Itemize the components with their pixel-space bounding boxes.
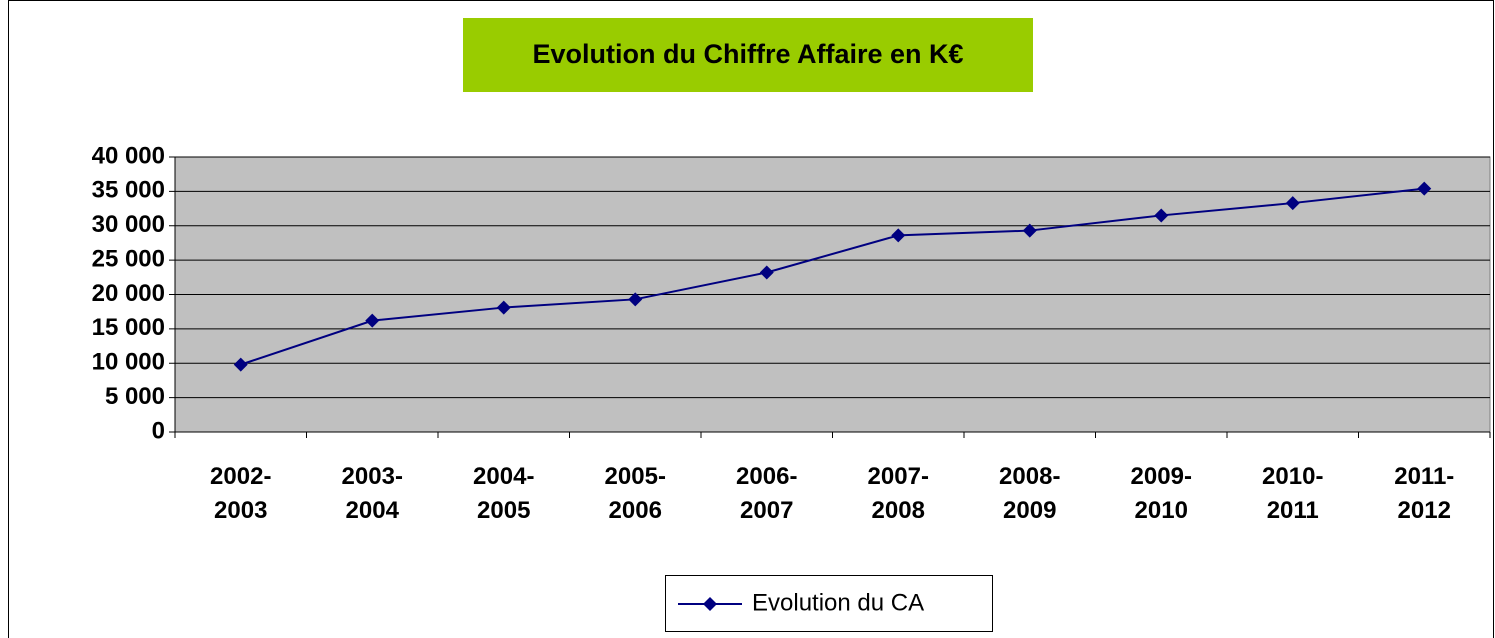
chart-border <box>8 0 1494 638</box>
x-tick-label: 2011-2012 <box>1394 463 1455 524</box>
y-tick-label: 0 <box>152 417 165 444</box>
marker <box>1285 196 1300 211</box>
marker <box>1154 208 1169 223</box>
y-tick-label: 5 000 <box>105 383 165 410</box>
y-tick-label: 10 000 <box>92 349 165 376</box>
x-tick-label: 2007-2008 <box>867 463 929 524</box>
x-tick-label: 2003-2004 <box>341 463 403 524</box>
chart-title: Evolution du Chiffre Affaire en K€ <box>532 39 963 69</box>
y-tick-label: 30 000 <box>92 211 165 238</box>
y-tick-label: 35 000 <box>92 177 165 204</box>
marker <box>1022 223 1037 238</box>
x-tick-label: 2006-2007 <box>736 463 798 524</box>
x-tick-label: 2009-2010 <box>1130 463 1192 524</box>
x-tick-label: 2005-2006 <box>604 463 666 524</box>
marker <box>365 313 380 328</box>
x-tick-label: 2002-2003 <box>210 463 272 524</box>
x-tick-label: 2008-2009 <box>999 463 1061 524</box>
marker <box>628 292 643 307</box>
x-tick-label: 2010-2011 <box>1262 463 1324 524</box>
marker <box>891 228 906 243</box>
marker <box>759 265 774 280</box>
y-tick-label: 15 000 <box>92 314 165 341</box>
x-tick-label: 2004-2005 <box>473 463 535 524</box>
marker <box>1417 181 1432 196</box>
y-tick-label: 20 000 <box>92 280 165 307</box>
series-line <box>240 187 1425 366</box>
title-box <box>463 18 1033 92</box>
legend-label: Evolution du CA <box>752 589 924 616</box>
marker <box>233 357 248 372</box>
y-tick-label: 40 000 <box>92 142 165 169</box>
y-tick-label: 25 000 <box>92 245 165 272</box>
marker <box>496 300 511 315</box>
legend-marker <box>703 597 717 611</box>
